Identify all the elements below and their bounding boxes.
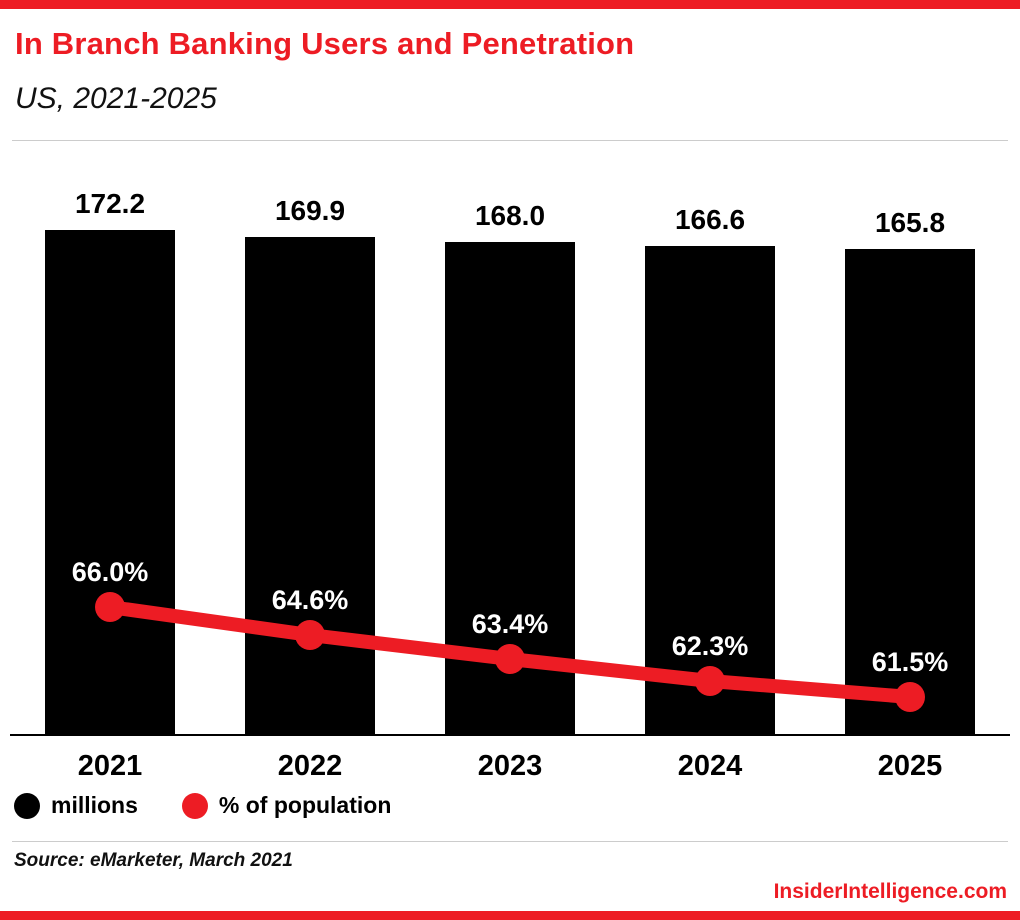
penetration-label: 66.0% [71,557,149,587]
x-axis-label-2021: 2021 [77,750,143,782]
bottom-red-rule [0,911,1020,920]
footer-site-link[interactable]: InsiderIntelligence.com [773,880,1007,903]
combo-chart: 172.2 2021 66.0% 169.9 2022 64.6% 168.0 2023 63.… [10,150,1010,785]
bar-value-label: 169.9 [274,194,346,226]
bar-2022 [245,236,375,735]
footer: InsiderIntelligence.com [774,880,1007,904]
bar-value-label: 172.2 [74,188,146,219]
x-axis-label-2023: 2023 [477,750,543,782]
bar-value-label: 168.0 [474,200,546,232]
header-divider [12,140,1008,141]
bar-value-label: 166.6 [674,204,746,236]
legend-red-dot-icon [181,792,208,819]
x-axis-label-2024: 2024 [677,750,743,782]
bar-value-label: 165.8 [874,206,946,238]
top-red-rule [0,0,1020,9]
x-axis-label-2022: 2022 [277,750,343,782]
penetration-label: 63.4% [471,609,549,639]
legend-label-millions: millions [51,792,138,818]
penetration-label: 64.6% [271,585,349,615]
chart-title: In Branch Banking Users and Penetration [15,26,635,61]
penetration-label: 62.3% [671,631,749,661]
x-axis-label-2025: 2025 [877,750,943,782]
source-note: Source: eMarketer, March 2021 [14,850,293,871]
legend-black-dot-icon [14,792,40,819]
bar-2024 [645,246,775,735]
bar-2023 [445,242,575,735]
legend-item-percent: % of population [181,792,392,819]
source-divider [12,841,1008,842]
legend-item-millions: millions [14,792,138,819]
bar-2021 [45,230,175,735]
x-axis-line [10,734,1010,736]
legend: millions % of population [14,792,391,819]
penetration-label: 61.5% [871,647,949,677]
chart-subtitle: US, 2021-2025 [15,82,217,115]
legend-label-percent: % of population [218,792,392,818]
